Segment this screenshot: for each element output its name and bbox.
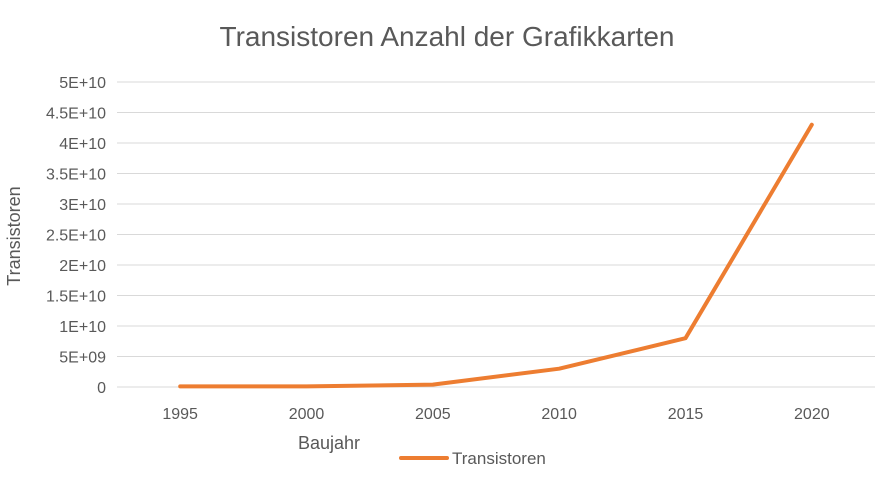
- y-tick-label: 1E+10: [59, 319, 106, 336]
- x-tick-label: 2010: [541, 406, 577, 423]
- legend: Transistoren: [399, 449, 546, 468]
- y-tick-label: 1.5E+10: [46, 289, 106, 306]
- y-tick-label: 3E+10: [59, 197, 106, 214]
- x-axis-title: Baujahr: [298, 433, 360, 453]
- x-tick-label: 1995: [162, 406, 198, 423]
- y-tick-label: 5E+10: [59, 75, 106, 92]
- chart-title: Transistoren Anzahl der Grafikkarten: [220, 21, 675, 52]
- series-layer: [178, 122, 814, 389]
- x-tick-label: 2005: [415, 406, 451, 423]
- x-tick-label: 2015: [668, 406, 704, 423]
- y-tick-label: 2E+10: [59, 258, 106, 275]
- y-tick-label: 0: [97, 380, 106, 397]
- y-tick-label: 4.5E+10: [46, 106, 106, 123]
- x-axis-ticks: 1995 2000 2005 2010 2015 2020: [162, 406, 829, 423]
- legend-label: Transistoren: [452, 449, 546, 468]
- y-tick-label: 4E+10: [59, 136, 106, 153]
- y-axis-ticks: 0 5E+09 1E+10 1.5E+10 2E+10 2.5E+10 3E+10 3.5E+…: [46, 75, 106, 397]
- y-tick-label: 3.5E+10: [46, 167, 106, 184]
- y-tick-label: 5E+09: [59, 350, 106, 367]
- y-axis-title: Transistoren: [4, 186, 24, 285]
- x-tick-label: 2020: [794, 406, 830, 423]
- x-tick-label: 2000: [289, 406, 325, 423]
- y-tick-label: 2.5E+10: [46, 228, 106, 245]
- gridlines: [117, 81, 875, 388]
- series-line-transistoren: [178, 122, 814, 389]
